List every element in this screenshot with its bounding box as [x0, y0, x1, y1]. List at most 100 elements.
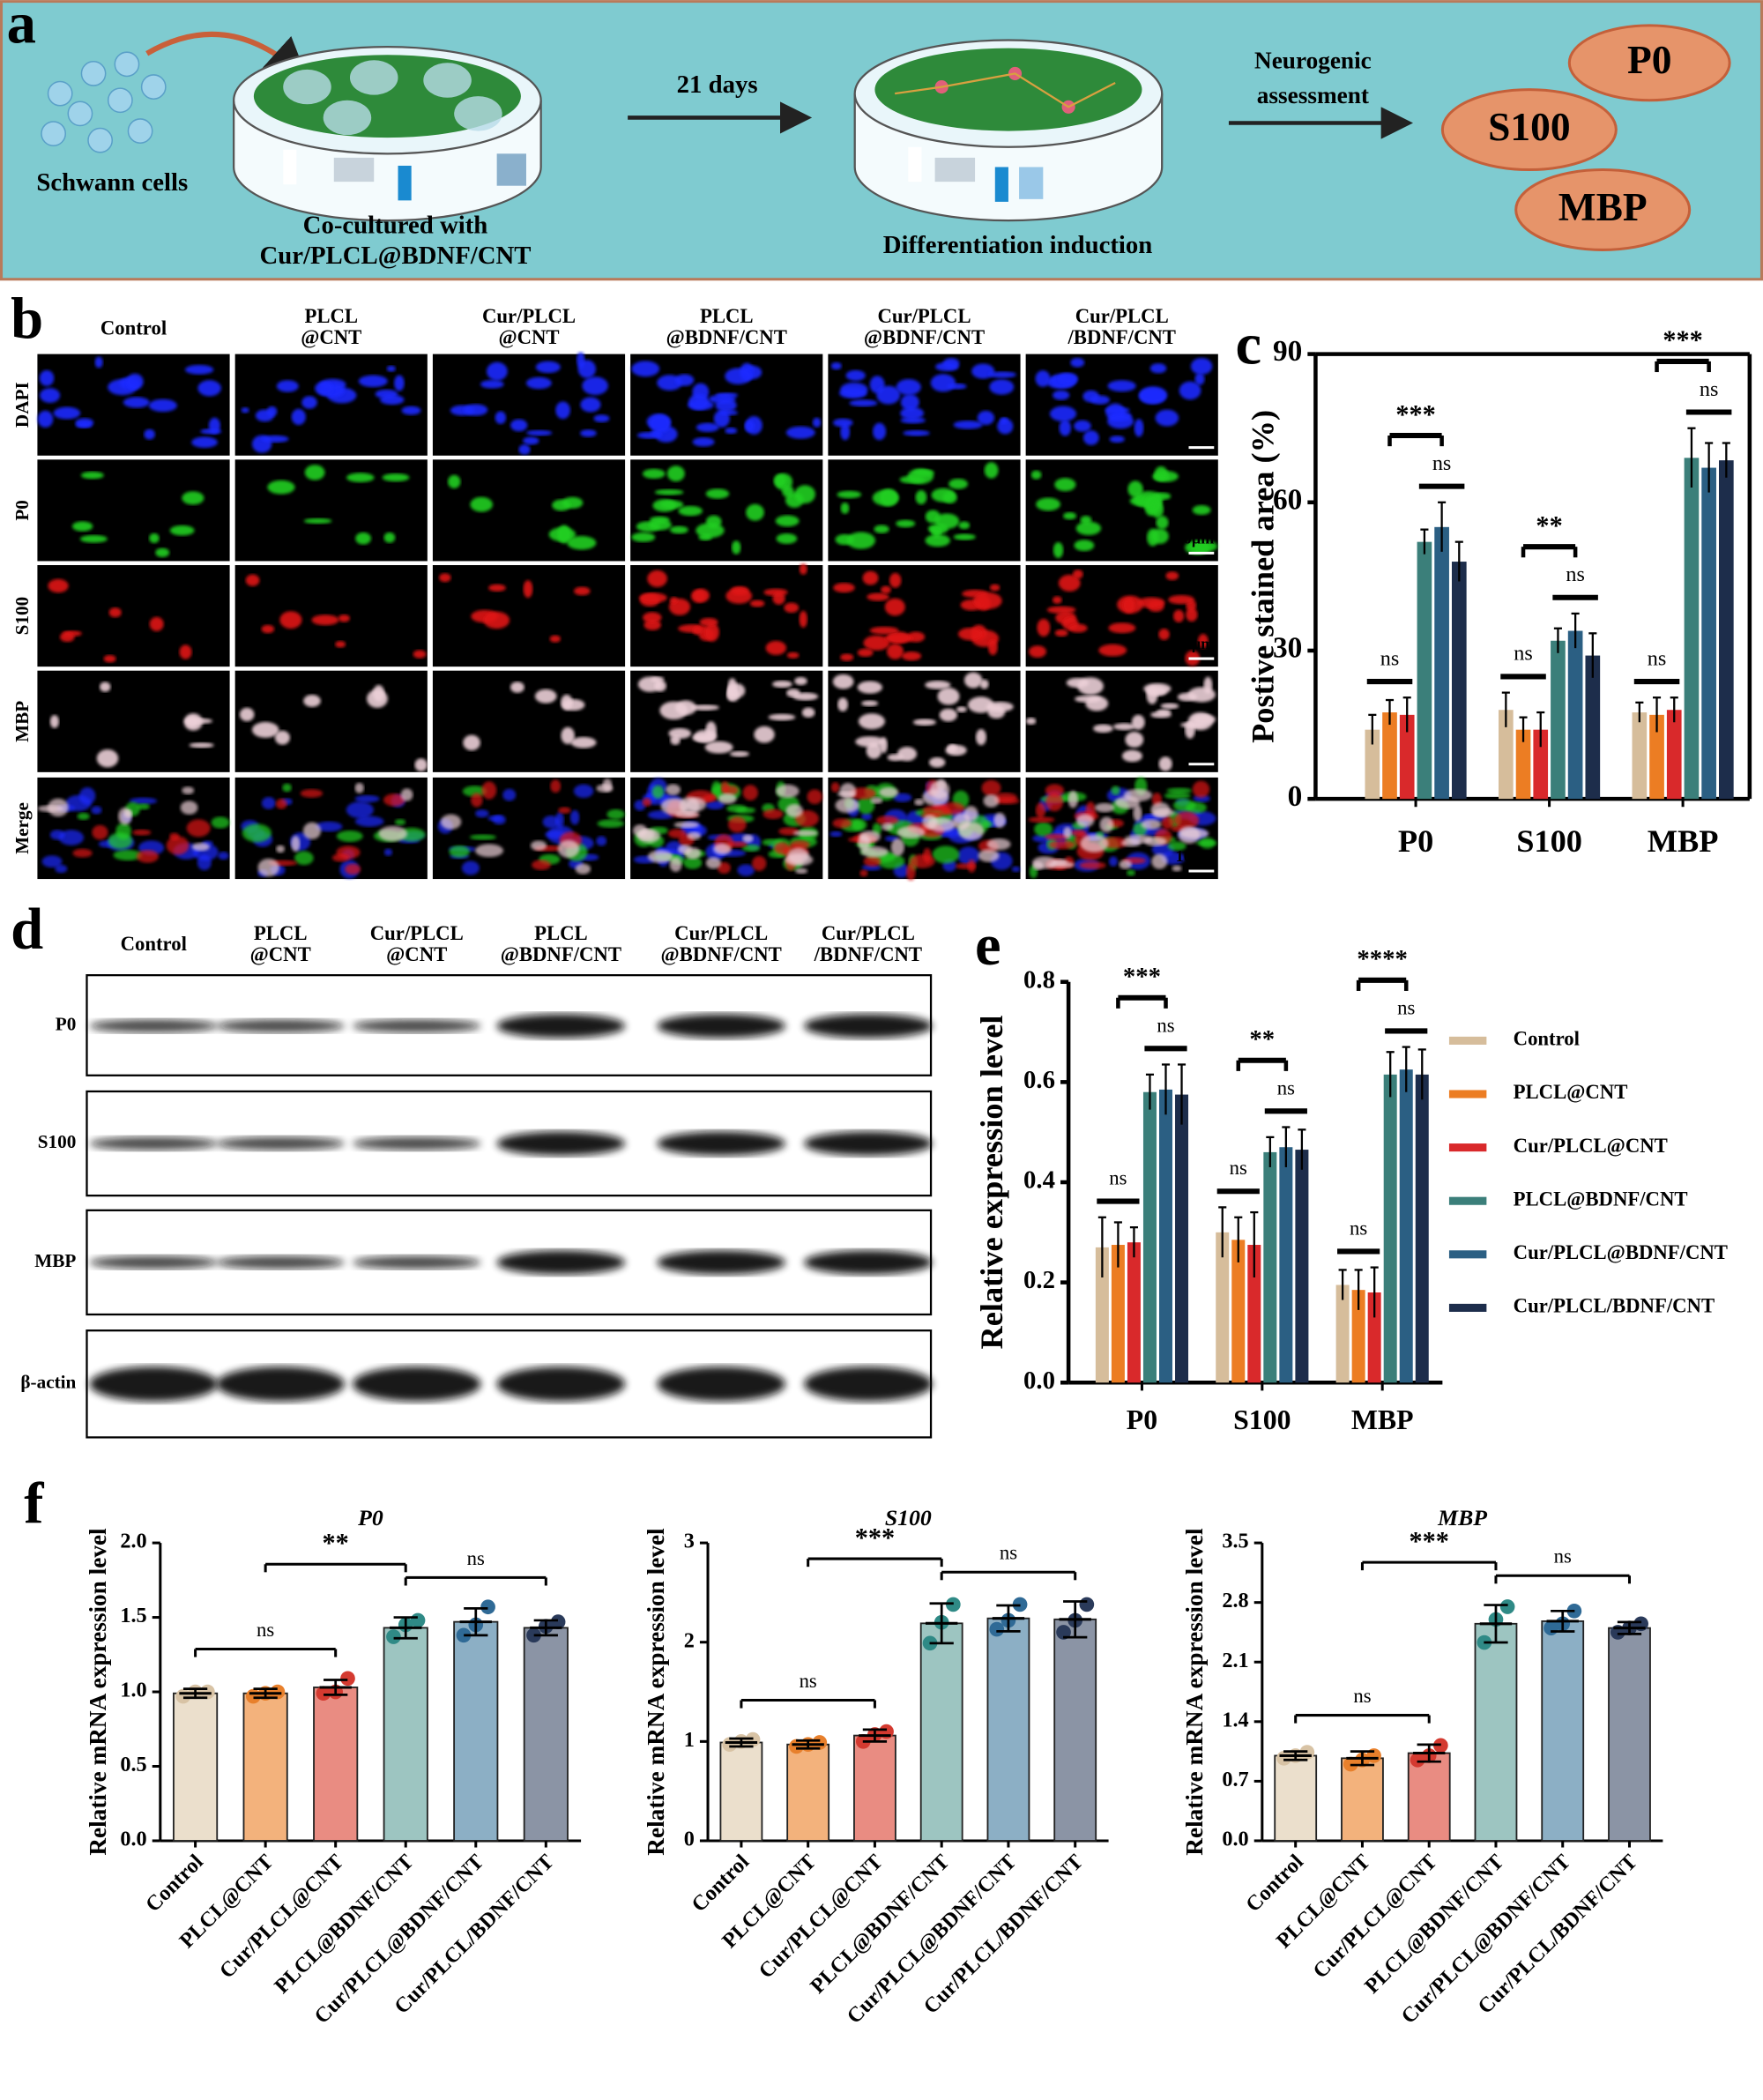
stain-spot: [59, 632, 75, 643]
stain-spot: [987, 639, 998, 656]
chart-title: MBP: [1437, 1505, 1487, 1530]
stain-spot: [96, 748, 119, 768]
stain-spot: [794, 485, 815, 504]
stain-spot: [471, 793, 483, 808]
legend-label: Cur/PLCL/BDNF/CNT: [1514, 1295, 1715, 1317]
x-tick-label: S100: [1516, 823, 1582, 859]
stain-spot: [1190, 357, 1213, 375]
stain-spot: [315, 821, 343, 832]
stain-spot: [58, 830, 85, 845]
stain-spot: [137, 803, 150, 810]
stain-spot: [1035, 802, 1046, 819]
stain-spot: [799, 563, 807, 575]
stain-spot: [1036, 497, 1060, 511]
y-tick-label: 1.5: [120, 1604, 146, 1627]
stain-spot: [832, 818, 852, 829]
stain-spot: [765, 640, 787, 655]
stain-spot: [887, 644, 904, 659]
lane-header: @CNT: [250, 943, 311, 966]
significance-label: ***: [1395, 399, 1435, 429]
stain-spot: [1080, 515, 1092, 525]
stain-spot: [338, 614, 350, 622]
culture-dish: [853, 39, 1164, 222]
stain-spot: [580, 397, 601, 413]
stain-spot: [1133, 805, 1142, 822]
stain-spot: [647, 850, 673, 863]
stain-spot: [702, 794, 718, 802]
stain-spot: [383, 793, 405, 807]
data-point: [722, 1737, 738, 1753]
stain-spot: [48, 578, 69, 593]
stain-spot: [1053, 390, 1070, 400]
data-point: [456, 1627, 472, 1643]
stain-spot: [1141, 819, 1162, 830]
stain-spot: [311, 614, 339, 626]
stain-spot: [935, 361, 959, 372]
bar: [1263, 1151, 1277, 1383]
stain-spot: [483, 611, 510, 629]
stain-spot: [687, 831, 702, 840]
scale-bar-label: 10μm: [1176, 741, 1215, 758]
x-tick-label: Cur/PLCL@CNT: [215, 1850, 348, 1983]
micrograph: [37, 459, 230, 562]
stain-spot: [1070, 357, 1085, 368]
lane-header: @BDNF/CNT: [661, 943, 782, 966]
stain-spot: [448, 474, 461, 489]
stain-spot: [1108, 856, 1118, 867]
y-axis-label: Relative mRNA expression level: [643, 1528, 669, 1856]
blot-band: [89, 1255, 218, 1270]
stain-spot: [279, 611, 302, 629]
stain-spot: [1168, 595, 1194, 605]
stain-spot: [633, 824, 648, 837]
x-tick-label: Control: [687, 1850, 754, 1917]
stain-spot: [762, 808, 784, 820]
stain-spot: [123, 809, 132, 818]
stain-spot: [1121, 749, 1142, 763]
stain-spot: [1160, 703, 1179, 710]
stain-spot: [303, 695, 321, 707]
stain-spot: [1167, 841, 1186, 851]
stain-spot: [742, 834, 754, 843]
stain-spot: [1000, 417, 1008, 425]
blot-band: [89, 1366, 218, 1402]
significance-label: ns: [257, 1619, 274, 1641]
stain-spot: [294, 851, 314, 866]
stain-spot: [637, 676, 663, 692]
stain-spot: [413, 650, 427, 659]
stain-spot: [487, 361, 508, 381]
stain-spot: [182, 786, 195, 794]
stain-spot: [291, 836, 301, 853]
stain-spot: [744, 420, 755, 432]
bar: [1585, 655, 1601, 800]
stain-spot: [523, 580, 533, 599]
band-label: P0: [56, 1014, 77, 1035]
stain-spot: [462, 786, 487, 797]
bar: [1127, 1242, 1141, 1383]
scale-bar-label: 10μm: [1176, 424, 1215, 442]
lane-header: /BDNF/CNT: [814, 943, 922, 965]
stain-spot: [754, 726, 775, 743]
marker-bubble: [1567, 24, 1731, 102]
stain-spot: [1122, 598, 1135, 614]
stain-spot: [1127, 869, 1135, 876]
stain-spot: [72, 848, 93, 858]
stain-spot: [1054, 478, 1076, 492]
stain-spot: [963, 672, 983, 689]
panel-label: e: [975, 913, 1001, 978]
band-label: β-actin: [20, 1372, 76, 1393]
significance-label: ns: [1648, 646, 1667, 670]
stain-spot: [1107, 413, 1134, 429]
stain-spot: [840, 653, 854, 661]
stain-spot: [1185, 721, 1195, 739]
stain-spot: [939, 708, 957, 722]
stain-spot: [915, 489, 927, 505]
significance-label: ***: [1409, 1526, 1448, 1556]
data-point: [550, 1614, 566, 1629]
data-point: [386, 1629, 401, 1644]
blot-band: [657, 1014, 785, 1039]
stain-spot: [984, 462, 999, 479]
stain-spot: [713, 843, 732, 855]
blot-band: [216, 1019, 345, 1033]
stain-spot: [1114, 796, 1141, 809]
stain-spot: [383, 848, 393, 856]
